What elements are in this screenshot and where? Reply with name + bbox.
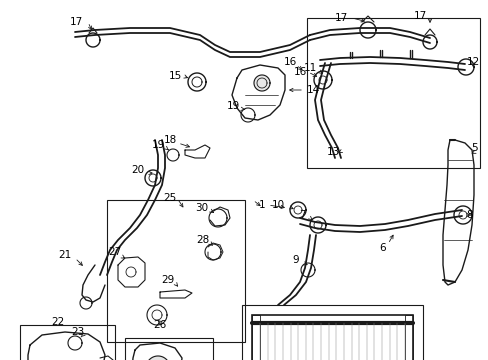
Bar <box>125 338 213 360</box>
Text: 5: 5 <box>471 143 477 153</box>
Text: 23: 23 <box>71 327 84 337</box>
Text: 10: 10 <box>271 200 284 210</box>
Text: 16: 16 <box>293 67 306 77</box>
Text: 13: 13 <box>325 147 339 157</box>
Polygon shape <box>253 75 269 91</box>
Text: 27: 27 <box>108 247 122 257</box>
Text: 28: 28 <box>196 235 209 245</box>
Text: 8: 8 <box>466 210 472 220</box>
Text: 1: 1 <box>258 200 265 210</box>
Text: 26: 26 <box>153 320 166 330</box>
Text: 19: 19 <box>226 101 239 111</box>
Text: 17: 17 <box>69 17 82 27</box>
Bar <box>251 315 412 360</box>
Text: 7: 7 <box>298 210 305 220</box>
Bar <box>306 18 479 168</box>
Text: 17: 17 <box>412 11 426 21</box>
Text: 15: 15 <box>168 71 181 81</box>
Text: 20: 20 <box>131 165 144 175</box>
Text: 9: 9 <box>292 255 299 265</box>
Text: 14: 14 <box>306 85 319 95</box>
Text: 22: 22 <box>51 317 64 327</box>
Text: 11: 11 <box>303 63 316 73</box>
Text: 19: 19 <box>151 140 164 150</box>
Bar <box>107 200 244 342</box>
Bar <box>251 315 260 360</box>
Text: 12: 12 <box>466 57 479 67</box>
Text: 21: 21 <box>58 250 71 260</box>
Text: 30: 30 <box>195 203 208 213</box>
Text: 17: 17 <box>334 13 347 23</box>
Bar <box>404 315 412 360</box>
Bar <box>242 305 422 360</box>
Bar <box>20 325 115 360</box>
Text: 6: 6 <box>379 243 386 253</box>
Polygon shape <box>146 356 170 360</box>
Text: 29: 29 <box>161 275 174 285</box>
Text: 18: 18 <box>163 135 176 145</box>
Text: 25: 25 <box>163 193 176 203</box>
Text: 16: 16 <box>283 57 296 67</box>
